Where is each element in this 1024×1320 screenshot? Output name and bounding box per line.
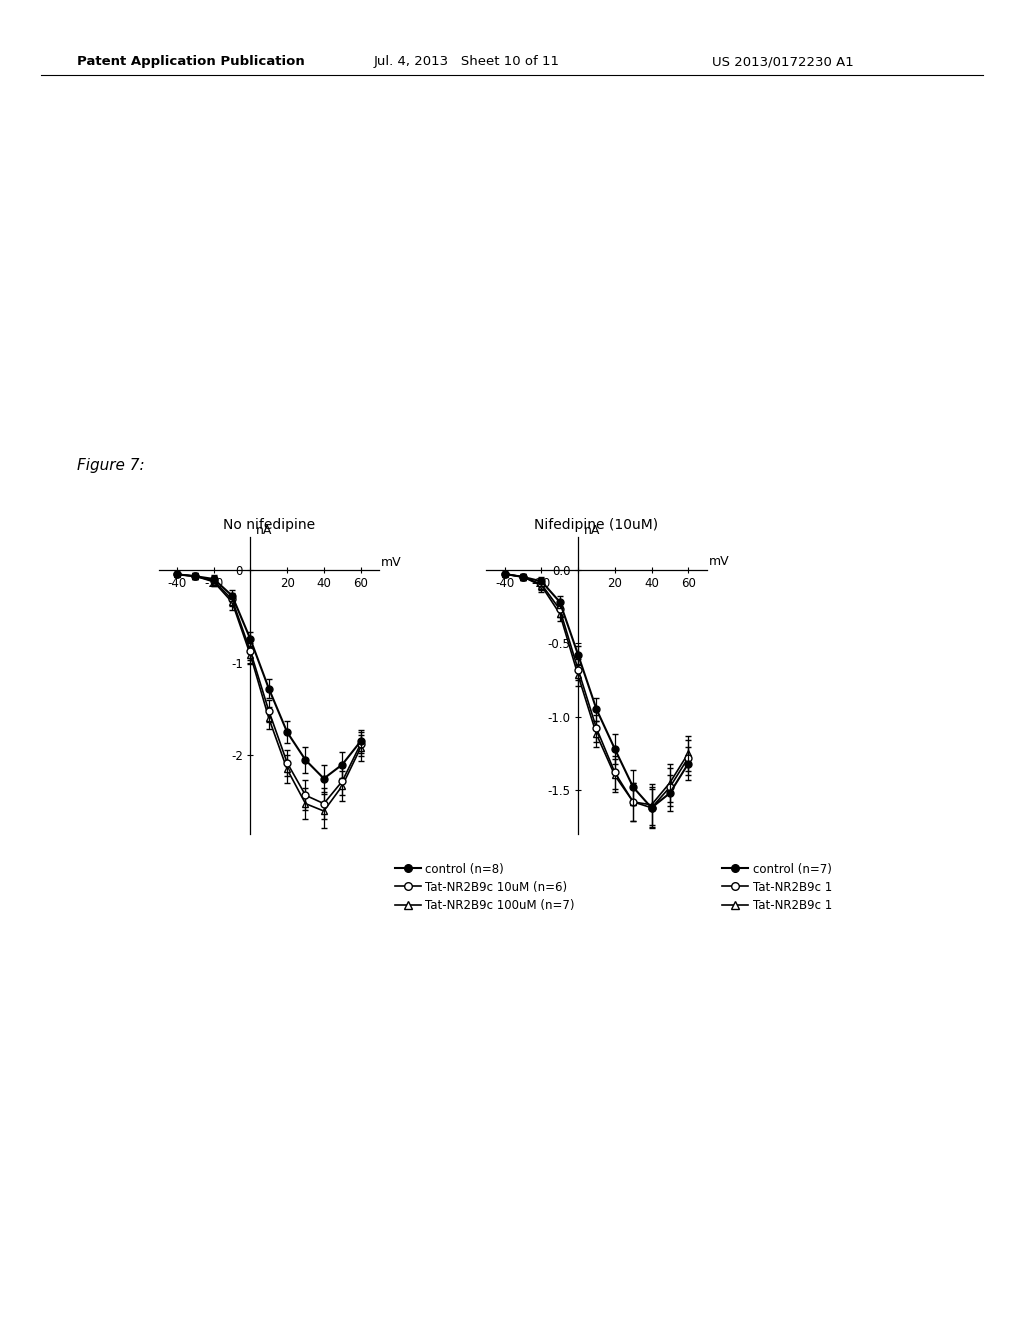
Text: US 2013/0172230 A1: US 2013/0172230 A1: [712, 55, 853, 69]
Text: nA: nA: [256, 524, 272, 537]
Text: mV: mV: [709, 556, 729, 569]
Legend: control (n=7), Tat-NR2B9c 1, Tat-NR2B9c 1: control (n=7), Tat-NR2B9c 1, Tat-NR2B9c …: [718, 858, 837, 917]
Text: Figure 7:: Figure 7:: [77, 458, 144, 473]
Text: mV: mV: [381, 556, 401, 569]
Title: Nifedipine (10uM): Nifedipine (10uM): [535, 517, 658, 532]
Text: Jul. 4, 2013   Sheet 10 of 11: Jul. 4, 2013 Sheet 10 of 11: [374, 55, 560, 69]
Text: Patent Application Publication: Patent Application Publication: [77, 55, 304, 69]
Legend: control (n=8), Tat-NR2B9c 10uM (n=6), Tat-NR2B9c 100uM (n=7): control (n=8), Tat-NR2B9c 10uM (n=6), Ta…: [390, 858, 580, 917]
Text: nA: nA: [584, 524, 600, 537]
Title: No nifedipine: No nifedipine: [223, 517, 314, 532]
